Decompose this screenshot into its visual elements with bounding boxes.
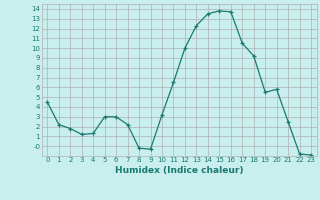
X-axis label: Humidex (Indice chaleur): Humidex (Indice chaleur)	[115, 166, 244, 175]
